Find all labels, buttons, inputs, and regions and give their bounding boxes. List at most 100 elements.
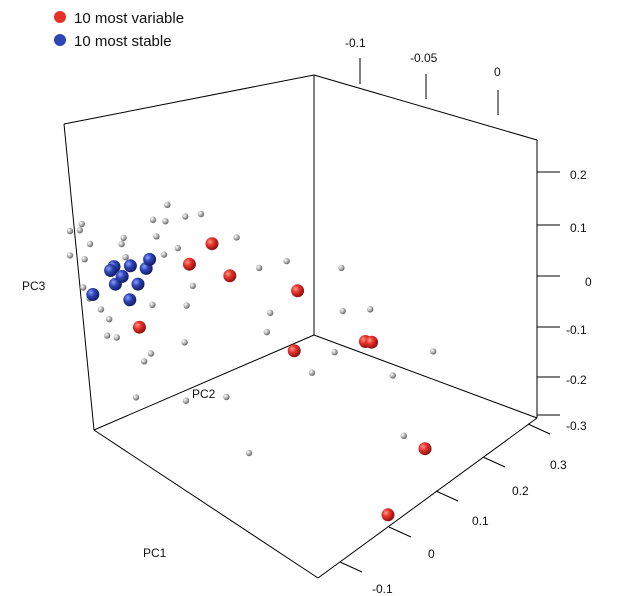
- point-other: [141, 358, 148, 365]
- x-tick-mark: [339, 561, 363, 573]
- point-other: [104, 332, 111, 339]
- point-other: [149, 216, 157, 223]
- box-edge-front-floor-right: [317, 417, 538, 579]
- point-other: [147, 350, 155, 357]
- point-other: [80, 284, 87, 291]
- y-axis: -0.1 -0.05 0: [345, 36, 501, 115]
- box-edge-back-top: [63, 74, 315, 125]
- point-other: [338, 264, 345, 272]
- point-other: [86, 240, 94, 248]
- point-stable: [143, 252, 157, 266]
- point-other: [78, 220, 86, 228]
- box-edge-back-floor-left: [93, 334, 315, 431]
- y-tick-label: -0.05: [410, 51, 438, 65]
- point-variable: [291, 284, 305, 298]
- point-other: [267, 309, 274, 317]
- point-stable: [86, 288, 100, 301]
- point-variable: [205, 237, 219, 251]
- point-other: [118, 240, 125, 248]
- point-other: [160, 251, 168, 258]
- z-tick-label: -0.2: [566, 373, 587, 387]
- x-axis: -0.1 0 0.1 0.2 0.3: [339, 423, 567, 596]
- point-other: [162, 218, 169, 225]
- legend-marker-stable: [54, 34, 66, 46]
- point-other: [66, 252, 74, 259]
- point-other: [367, 306, 374, 313]
- point-other: [182, 213, 189, 220]
- box-edge-front-floor-left: [93, 429, 319, 579]
- legend: 10 most variable 10 most stable: [54, 10, 184, 50]
- point-other: [389, 372, 396, 379]
- z-tick-label: -0.3: [566, 419, 587, 433]
- x-tick-mark: [388, 526, 412, 538]
- x-tick-label: 0: [428, 547, 435, 561]
- point-other: [331, 349, 338, 356]
- point-variable: [223, 269, 237, 283]
- point-other: [97, 306, 105, 313]
- point-other: [400, 432, 407, 439]
- x-tick-mark: [482, 456, 506, 468]
- point-variable: [381, 508, 395, 522]
- x-axis-title: PC1: [143, 546, 167, 560]
- legend-label-variable: 10 most variable: [74, 10, 184, 27]
- box-edge-back-floor-right: [313, 334, 538, 419]
- box-edge-right-top: [313, 74, 538, 141]
- point-other: [132, 394, 140, 401]
- point-other: [106, 316, 113, 323]
- point-other: [189, 282, 196, 289]
- point-other: [339, 307, 346, 315]
- point-other: [174, 244, 181, 252]
- point-stable: [115, 269, 129, 283]
- point-other: [76, 227, 84, 234]
- x-tick-label: 0.1: [472, 514, 489, 528]
- point-other: [233, 234, 240, 241]
- point-other: [430, 348, 437, 355]
- x-tick-label: -0.1: [372, 582, 393, 596]
- point-other: [197, 210, 205, 218]
- y-tick-label: -0.1: [345, 36, 366, 50]
- point-other: [81, 256, 88, 263]
- point-other: [182, 397, 190, 404]
- point-other: [256, 264, 263, 272]
- z-axis-title: PC3: [22, 279, 46, 293]
- point-other: [113, 334, 121, 341]
- point-other: [181, 339, 188, 346]
- point-variable: [287, 344, 301, 358]
- point-stable: [123, 293, 137, 307]
- point-variable: [365, 335, 379, 349]
- plot-box: [63, 74, 538, 579]
- y-tick-label: 0: [494, 65, 501, 79]
- x-tick-mark: [527, 423, 551, 435]
- point-other: [153, 233, 160, 240]
- point-other: [283, 257, 290, 265]
- legend-marker-variable: [54, 11, 66, 23]
- point-other: [263, 328, 270, 336]
- points-layer: [66, 201, 437, 522]
- legend-label-stable: 10 most stable: [74, 33, 172, 50]
- point-other: [183, 302, 190, 309]
- point-variable: [132, 320, 146, 334]
- z-tick-label: 0: [585, 275, 592, 289]
- z-tick-label: 0.2: [570, 168, 587, 182]
- x-tick-label: 0.3: [550, 458, 567, 472]
- point-other: [223, 393, 230, 401]
- point-variable: [182, 257, 196, 271]
- point-stable: [123, 259, 137, 273]
- point-other: [149, 301, 156, 308]
- point-other: [120, 234, 127, 242]
- x-tick-label: 0.2: [512, 484, 529, 498]
- point-other: [308, 369, 316, 376]
- x-tick-mark: [435, 490, 459, 502]
- point-other: [245, 449, 253, 457]
- point-other: [164, 201, 171, 208]
- point-variable: [418, 442, 432, 456]
- y-axis-title: PC2: [192, 387, 216, 401]
- z-tick-label: 0.1: [570, 221, 587, 235]
- z-tick-label: -0.1: [566, 323, 587, 337]
- box-edge-left-vertical: [63, 123, 95, 431]
- point-other: [66, 227, 74, 235]
- point-stable: [104, 264, 118, 277]
- point-other: [122, 254, 129, 261]
- z-axis: 0.2 0.1 0 -0.1 -0.2 -0.3: [537, 168, 592, 433]
